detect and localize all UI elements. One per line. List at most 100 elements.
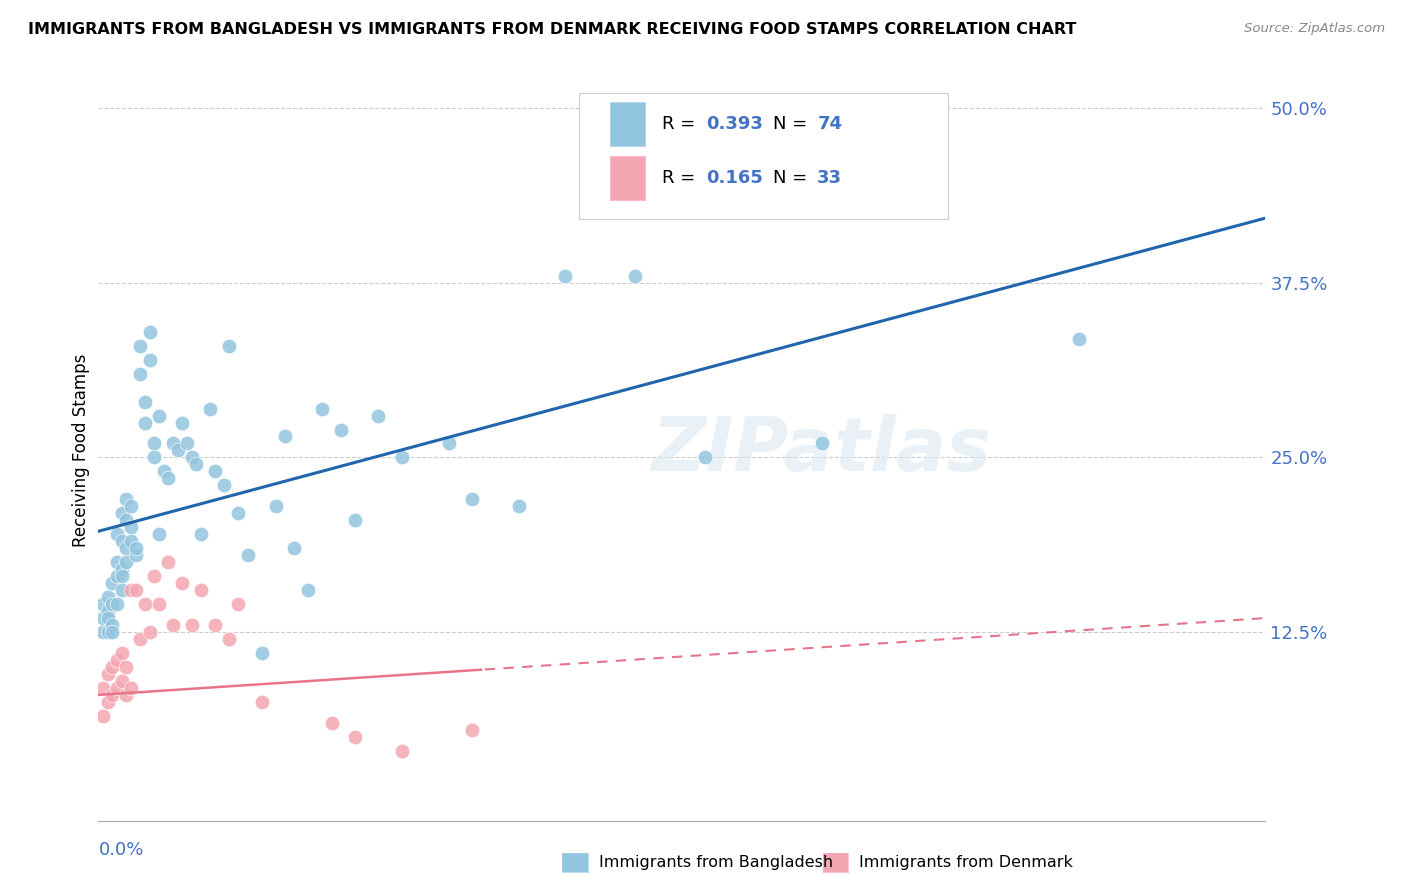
Point bbox=[125, 583, 148, 598]
Point bbox=[624, 268, 647, 283]
Text: 0.165: 0.165 bbox=[706, 169, 763, 187]
Point bbox=[228, 597, 250, 611]
Point bbox=[115, 688, 138, 702]
Point bbox=[120, 681, 142, 695]
Point bbox=[105, 597, 128, 611]
Point bbox=[97, 695, 120, 709]
Point bbox=[97, 625, 120, 640]
Point bbox=[111, 506, 134, 520]
Point bbox=[148, 409, 170, 423]
Point bbox=[204, 618, 226, 632]
Point bbox=[91, 597, 114, 611]
Point bbox=[101, 618, 124, 632]
Point bbox=[176, 436, 198, 450]
Point bbox=[180, 618, 202, 632]
Point bbox=[139, 625, 162, 640]
Point bbox=[157, 555, 180, 569]
Point bbox=[105, 681, 128, 695]
Point bbox=[101, 660, 124, 674]
Text: 0.0%: 0.0% bbox=[98, 841, 143, 859]
Point bbox=[101, 625, 124, 640]
Point bbox=[120, 583, 142, 598]
Point bbox=[344, 730, 367, 744]
FancyBboxPatch shape bbox=[579, 93, 948, 219]
Point bbox=[129, 632, 152, 646]
Point bbox=[111, 534, 134, 549]
Point bbox=[152, 464, 174, 478]
Text: ZIPatlas: ZIPatlas bbox=[652, 414, 993, 487]
Point bbox=[91, 611, 114, 625]
Point bbox=[330, 423, 353, 437]
Point bbox=[172, 576, 194, 591]
Point bbox=[204, 464, 226, 478]
Point bbox=[111, 673, 134, 688]
Point bbox=[111, 646, 134, 660]
Y-axis label: Receiving Food Stamps: Receiving Food Stamps bbox=[72, 354, 90, 547]
Text: R =: R = bbox=[662, 115, 702, 133]
Point bbox=[297, 583, 319, 598]
Point bbox=[97, 667, 120, 681]
Point bbox=[508, 500, 530, 514]
Point bbox=[367, 409, 389, 423]
Point bbox=[120, 500, 142, 514]
Point bbox=[91, 625, 114, 640]
Point bbox=[115, 541, 138, 556]
Point bbox=[157, 471, 180, 485]
Point bbox=[274, 429, 297, 443]
Point bbox=[143, 569, 166, 583]
Point bbox=[283, 541, 305, 556]
FancyBboxPatch shape bbox=[610, 156, 644, 201]
Point bbox=[148, 527, 170, 541]
Point bbox=[437, 436, 460, 450]
Text: R =: R = bbox=[662, 169, 702, 187]
Point bbox=[190, 527, 212, 541]
Point bbox=[105, 555, 128, 569]
Point bbox=[97, 590, 120, 604]
Point bbox=[461, 492, 484, 507]
Point bbox=[218, 339, 240, 353]
Point bbox=[129, 367, 152, 381]
Text: 33: 33 bbox=[817, 169, 842, 187]
Point bbox=[250, 695, 273, 709]
Point bbox=[554, 268, 576, 283]
Text: N =: N = bbox=[773, 115, 813, 133]
Point bbox=[461, 723, 484, 737]
Point bbox=[264, 500, 287, 514]
Point bbox=[162, 436, 184, 450]
Point bbox=[101, 688, 124, 702]
Point bbox=[180, 450, 202, 465]
Text: 74: 74 bbox=[817, 115, 842, 133]
Point bbox=[129, 339, 152, 353]
Point bbox=[105, 569, 128, 583]
Point bbox=[105, 653, 128, 667]
Point bbox=[218, 632, 240, 646]
Point bbox=[214, 478, 236, 492]
Point bbox=[904, 185, 927, 199]
Text: 0.393: 0.393 bbox=[706, 115, 763, 133]
Point bbox=[321, 715, 343, 730]
Point bbox=[172, 416, 194, 430]
FancyBboxPatch shape bbox=[610, 102, 644, 146]
Point bbox=[115, 513, 138, 527]
Point bbox=[695, 450, 717, 465]
Point bbox=[134, 394, 156, 409]
Point bbox=[811, 436, 834, 450]
Point bbox=[250, 646, 273, 660]
Point bbox=[236, 548, 259, 562]
Point bbox=[200, 401, 222, 416]
Point bbox=[120, 520, 142, 534]
Point bbox=[101, 597, 124, 611]
Point bbox=[111, 583, 134, 598]
Point bbox=[115, 660, 138, 674]
Point bbox=[97, 611, 120, 625]
Point bbox=[162, 618, 184, 632]
Point bbox=[111, 569, 134, 583]
Point bbox=[120, 534, 142, 549]
Point bbox=[115, 555, 138, 569]
Text: IMMIGRANTS FROM BANGLADESH VS IMMIGRANTS FROM DENMARK RECEIVING FOOD STAMPS CORR: IMMIGRANTS FROM BANGLADESH VS IMMIGRANTS… bbox=[28, 22, 1077, 37]
Point bbox=[143, 436, 166, 450]
Point bbox=[115, 492, 138, 507]
Point bbox=[105, 527, 128, 541]
Point bbox=[139, 352, 162, 367]
Text: N =: N = bbox=[773, 169, 813, 187]
